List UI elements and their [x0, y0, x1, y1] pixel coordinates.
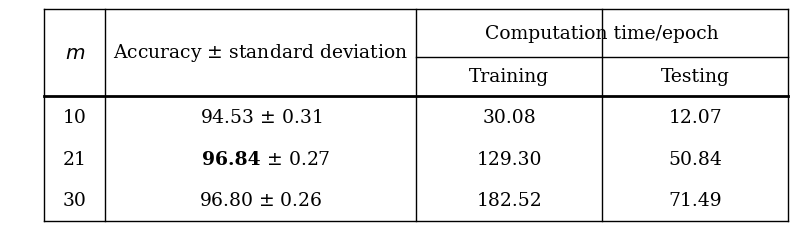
Text: $\pm$ 0.27: $\pm$ 0.27: [261, 150, 330, 168]
Text: 96.80 $\pm$ 0.26: 96.80 $\pm$ 0.26: [199, 191, 322, 210]
Text: 50.84: 50.84: [668, 150, 722, 168]
Text: 21: 21: [63, 150, 87, 168]
Text: Testing: Testing: [661, 68, 729, 86]
Text: 96.84: 96.84: [202, 150, 261, 168]
Text: 30.08: 30.08: [483, 108, 536, 126]
Text: 12.07: 12.07: [668, 108, 722, 126]
Text: 10: 10: [63, 108, 87, 126]
Text: 94.53 $\pm$ 0.31: 94.53 $\pm$ 0.31: [200, 108, 322, 126]
Text: Accuracy $\pm$ standard deviation: Accuracy $\pm$ standard deviation: [113, 42, 409, 64]
Text: 30: 30: [63, 191, 87, 210]
Text: Computation time/epoch: Computation time/epoch: [485, 24, 719, 43]
Text: $m$: $m$: [64, 44, 85, 63]
Text: 129.30: 129.30: [476, 150, 542, 168]
Text: 182.52: 182.52: [476, 191, 542, 210]
Text: 71.49: 71.49: [668, 191, 722, 210]
Text: Training: Training: [469, 68, 550, 86]
